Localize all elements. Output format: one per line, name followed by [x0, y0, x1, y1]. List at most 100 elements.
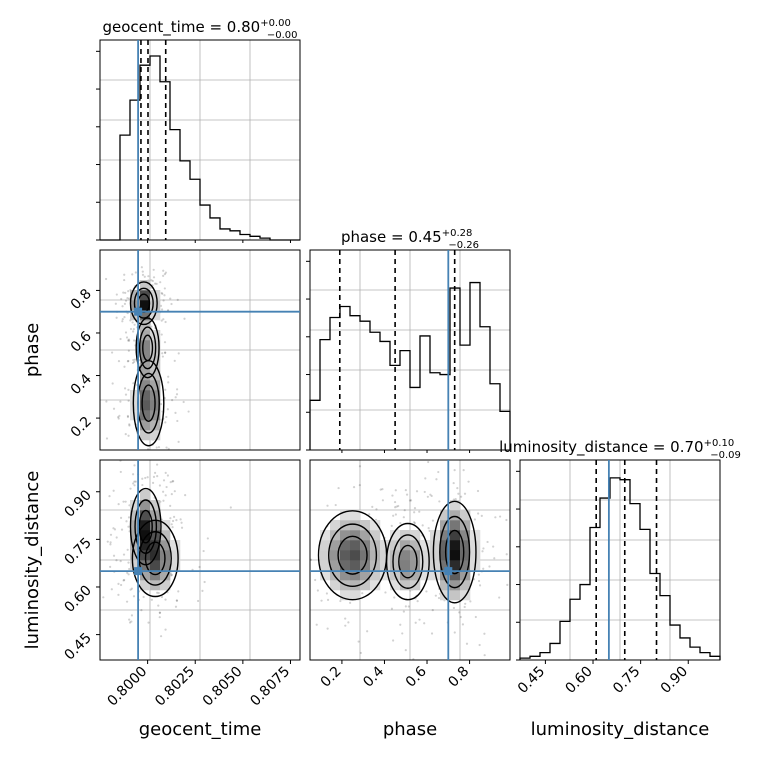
density-cell	[140, 400, 151, 411]
density-cell	[370, 530, 381, 541]
density-cell	[460, 540, 471, 551]
sample-point	[127, 525, 130, 528]
density-cell	[140, 280, 151, 291]
y-tick-label: 0.8	[68, 286, 95, 313]
density-cell	[140, 430, 151, 441]
sample-point	[130, 620, 133, 623]
sample-point	[125, 336, 129, 339]
sample-point	[459, 615, 462, 619]
sample-point	[368, 513, 371, 516]
sample-point	[171, 519, 175, 523]
y-axis-label-phase: phase	[22, 323, 43, 377]
sample-point	[134, 480, 137, 483]
sample-point	[109, 541, 112, 544]
sample-point	[379, 488, 382, 491]
y-tick-label: 0.2	[68, 414, 95, 441]
sample-point	[413, 521, 416, 524]
sample-point	[128, 424, 131, 427]
sample-point	[120, 528, 124, 531]
x-tick-label: 0.4	[360, 663, 387, 690]
sample-point	[157, 604, 160, 607]
density-cell	[150, 410, 161, 421]
x-tick-label: 0.6	[403, 663, 430, 690]
sample-point	[123, 278, 126, 282]
density-cell	[440, 530, 451, 541]
sample-point	[461, 623, 465, 626]
sample-point	[127, 399, 130, 402]
density-cell	[350, 590, 361, 601]
sample-point	[126, 296, 129, 300]
sample-point	[416, 600, 419, 603]
sample-point	[167, 375, 170, 378]
sample-point	[371, 505, 374, 508]
density-cell	[160, 570, 171, 581]
sample-point	[169, 517, 172, 520]
sample-point	[132, 482, 135, 485]
sample-point	[438, 500, 441, 503]
x-tick-label: 0.60	[562, 664, 595, 697]
contour-line	[439, 515, 471, 589]
sample-point	[437, 596, 441, 600]
density-cell	[390, 540, 401, 551]
sample-point	[146, 476, 149, 479]
truth-marker	[444, 567, 453, 576]
sample-point	[390, 524, 393, 528]
density-cell	[150, 290, 161, 301]
sample-point	[413, 522, 416, 525]
sample-point	[375, 508, 378, 511]
panel-title-geocent_time: geocent_time = 0.80+0.00 −0.00	[103, 18, 298, 41]
sample-point	[125, 600, 129, 603]
density-cell	[170, 560, 181, 571]
sample-point	[423, 490, 426, 494]
sample-point	[453, 469, 456, 472]
sample-point	[492, 545, 495, 548]
sample-point	[404, 605, 407, 608]
sample-point	[169, 504, 172, 507]
sample-point	[506, 583, 509, 586]
sample-point	[429, 493, 432, 496]
sample-point	[154, 282, 157, 285]
density-panel-geocent_time-luminosity_distance	[99, 459, 301, 661]
density-cell	[470, 550, 481, 561]
sample-point	[394, 489, 397, 492]
sample-point	[130, 587, 133, 590]
sample-point	[477, 512, 480, 515]
sample-point	[482, 547, 485, 550]
density-cell	[150, 390, 161, 401]
sample-point	[150, 279, 153, 282]
sample-point	[403, 509, 406, 512]
sample-point	[127, 434, 130, 437]
sample-point	[182, 400, 185, 404]
hist-step-luminosity_distance	[519, 477, 721, 660]
sample-point	[463, 605, 466, 609]
sample-point	[395, 505, 398, 508]
hist-panel-luminosity_distance: luminosity_distance = 0.70+0.10 −0.09	[499, 438, 741, 661]
density-cell	[330, 550, 341, 561]
density-cell	[450, 540, 461, 551]
contour-line	[141, 384, 156, 422]
sample-point	[106, 540, 109, 543]
density-cell	[140, 500, 151, 511]
sample-point	[163, 273, 167, 276]
sample-point	[175, 519, 178, 522]
sample-point	[349, 601, 352, 604]
sample-point	[326, 598, 330, 601]
sample-point	[121, 305, 124, 308]
sample-point	[478, 643, 481, 647]
density-cell	[440, 570, 451, 581]
sample-point	[127, 388, 130, 391]
sample-point	[131, 361, 135, 365]
sample-point	[161, 355, 164, 358]
density-cell	[450, 570, 461, 581]
x-tick-label: 0.8050	[200, 664, 246, 710]
sample-point	[102, 596, 105, 599]
sample-point	[129, 588, 132, 591]
density-cell	[430, 560, 441, 571]
sample-point	[127, 561, 130, 564]
density-cell	[340, 510, 351, 521]
sample-point	[159, 304, 163, 307]
sample-point	[206, 537, 209, 540]
density-cell	[140, 290, 151, 301]
density-cell	[440, 510, 451, 521]
sample-point	[163, 294, 166, 297]
